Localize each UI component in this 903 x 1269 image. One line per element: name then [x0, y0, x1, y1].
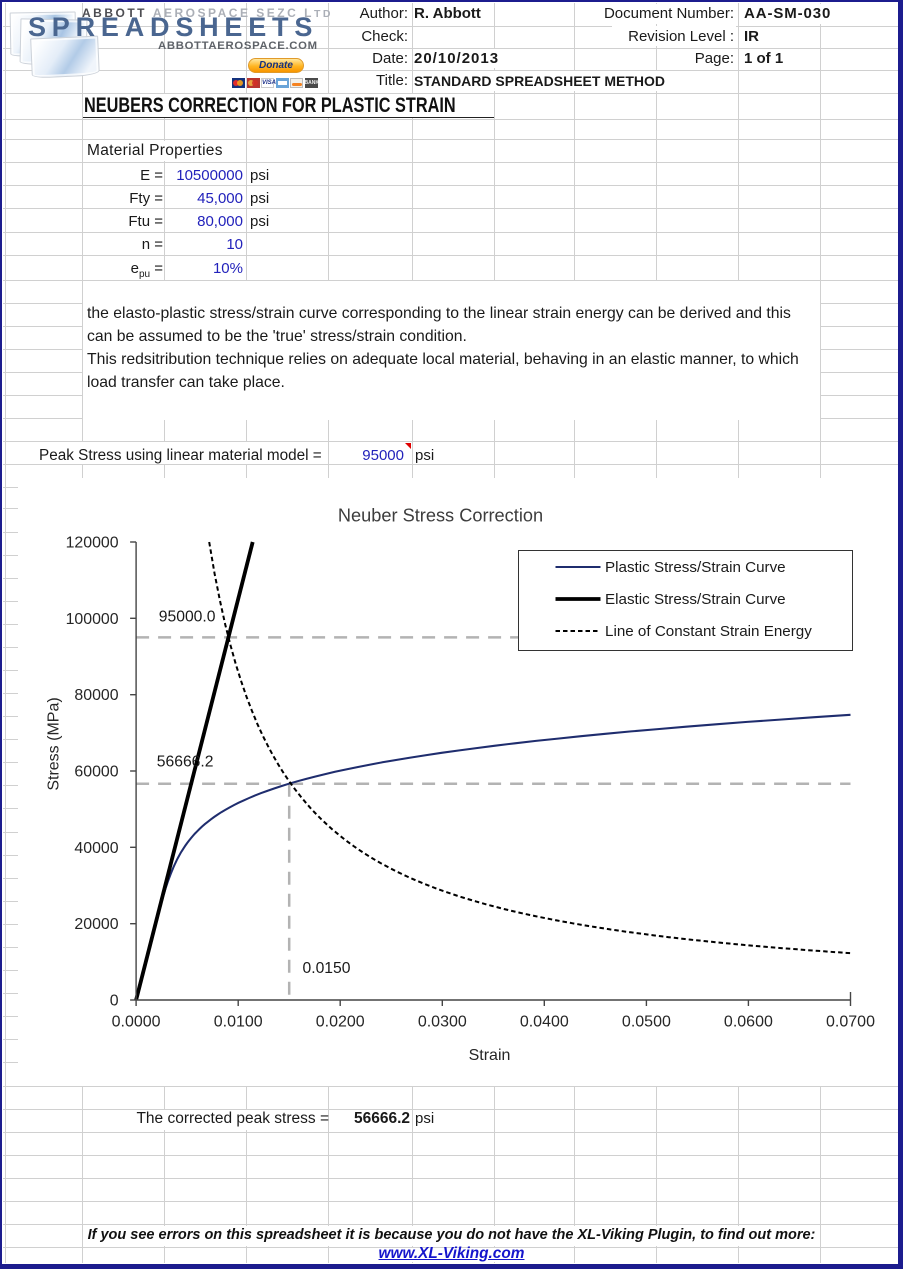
svg-text:0.0100: 0.0100	[213, 1014, 262, 1031]
svg-text:0.0200: 0.0200	[315, 1014, 364, 1031]
svg-text:40000: 40000	[74, 840, 118, 857]
svg-text:0.0300: 0.0300	[417, 1014, 466, 1031]
svg-text:80000: 80000	[74, 687, 118, 704]
svg-text:120000: 120000	[65, 535, 118, 552]
svg-text:0.0400: 0.0400	[519, 1014, 568, 1031]
svg-text:Stress (MPa): Stress (MPa)	[45, 697, 62, 790]
svg-text:Elastic Stress/Strain Curve: Elastic Stress/Strain Curve	[605, 591, 786, 608]
svg-text:0.0600: 0.0600	[723, 1014, 772, 1031]
svg-text:0: 0	[109, 993, 118, 1010]
svg-text:Strain: Strain	[468, 1047, 510, 1064]
svg-text:56666.2: 56666.2	[156, 754, 213, 771]
svg-text:Line of Constant Strain Energy: Line of Constant Strain Energy	[605, 623, 812, 640]
svg-text:95000.0: 95000.0	[158, 609, 215, 626]
svg-text:Neuber Stress Correction: Neuber Stress Correction	[337, 506, 542, 526]
svg-text:0.0000: 0.0000	[111, 1014, 160, 1031]
svg-text:60000: 60000	[74, 764, 118, 781]
svg-text:20000: 20000	[74, 916, 118, 933]
svg-text:Plastic Stress/Strain Curve: Plastic Stress/Strain Curve	[605, 559, 786, 576]
svg-text:0.0700: 0.0700	[826, 1014, 875, 1031]
svg-text:100000: 100000	[65, 611, 118, 628]
svg-text:0.0500: 0.0500	[621, 1014, 670, 1031]
svg-text:0.0150: 0.0150	[302, 960, 350, 977]
